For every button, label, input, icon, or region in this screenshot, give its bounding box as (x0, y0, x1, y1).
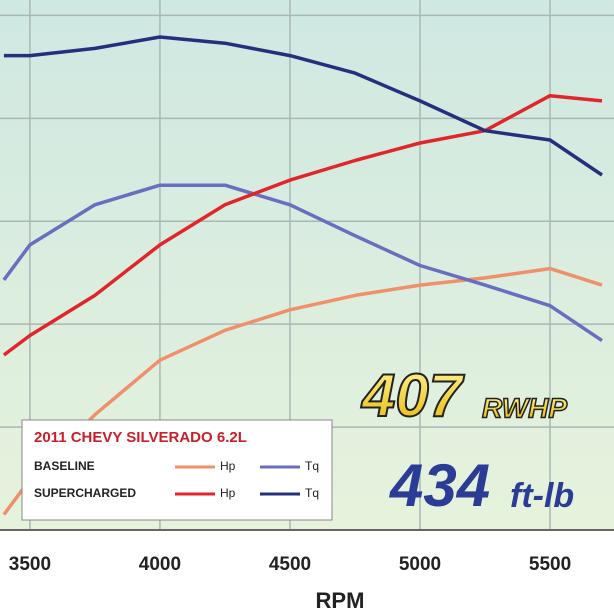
x-tick-label: 5000 (399, 554, 441, 575)
headline: 407 RWHP 434 ft-lb (360, 361, 574, 519)
legend-group: BASELINE (34, 459, 95, 473)
hp-unit: RWHP (482, 392, 567, 423)
legend-label: Hp (220, 486, 236, 500)
x-tick-label: 4500 (269, 554, 311, 575)
legend-box (21, 419, 333, 521)
series-line (3, 35, 603, 177)
hp-number: 407 (361, 362, 465, 429)
series-line (2, 93, 603, 357)
legend-title: 2011 CHEVY SILVERADO 6.2L (34, 429, 247, 446)
legend-label: Hp (220, 459, 236, 473)
x-tick-label: 3500 (9, 554, 51, 575)
x-axis-label: RPM (316, 588, 365, 613)
series-line (2, 183, 603, 343)
tq-number: 434 (389, 452, 490, 519)
legend: 2011 CHEVY SILVERADO 6.2L BASELINE Hp Tq SU… (21, 419, 333, 521)
legend-group: SUPERCHARGED (34, 486, 136, 500)
legend-label: Tq (305, 486, 319, 500)
legend-label: Tq (305, 459, 319, 473)
x-tick-label: 4000 (139, 554, 181, 575)
x-tick-label: 5500 (529, 554, 571, 575)
tq-unit: ft-lb (510, 477, 574, 515)
